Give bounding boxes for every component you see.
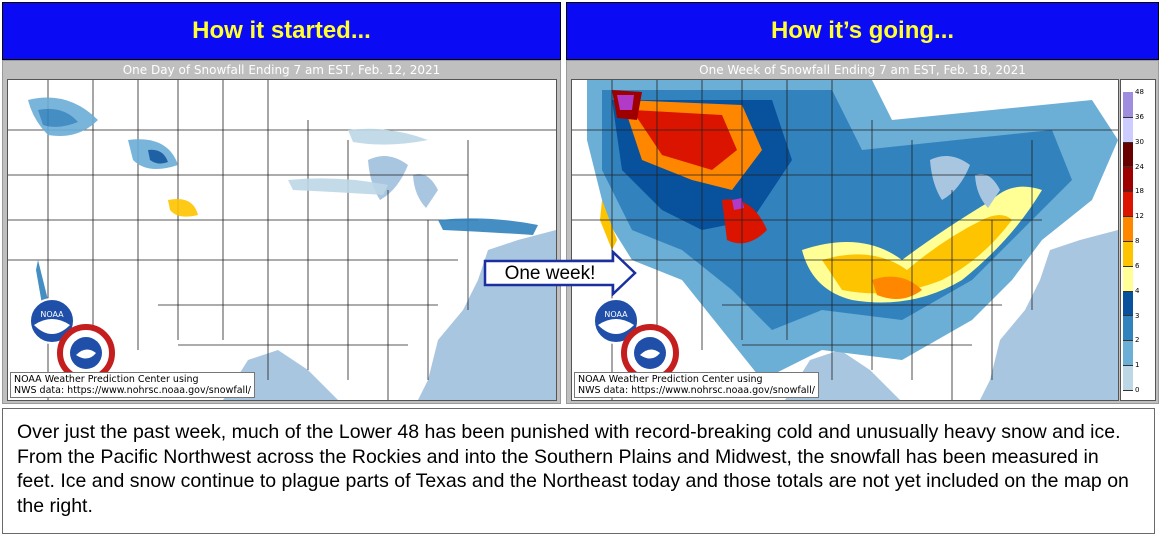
- snowfall-map-one-day: NOAA NOAA Weather Prediction Center usin…: [7, 79, 557, 401]
- colorbar-swatch: [1123, 241, 1133, 267]
- map-panel-one-day: One Day of Snowfall Ending 7 am EST, Feb…: [2, 60, 561, 404]
- colorbar-tick-label: 2: [1135, 336, 1140, 345]
- colorbar-tick-label: 1: [1135, 361, 1140, 370]
- colorbar-tick-label: 30: [1135, 137, 1144, 146]
- credit-line-2: NWS data: https://www.nohrsc.noaa.gov/sn…: [14, 385, 251, 396]
- snowfall-shading: [28, 97, 538, 310]
- colorbar-swatch: [1123, 166, 1133, 193]
- caption-text: Over just the past week, much of the Low…: [2, 408, 1155, 534]
- great-lakes: [930, 156, 1000, 208]
- colorbar-tick-label: 36: [1135, 112, 1144, 121]
- snowfall-shading: [587, 80, 1118, 380]
- colorbar-tick-label: 18: [1135, 187, 1144, 196]
- map-title-right: One Week of Snowfall Ending 7 am EST, Fe…: [699, 63, 1026, 77]
- colorbar-tick-label: 0: [1135, 386, 1140, 394]
- map-title-left: One Day of Snowfall Ending 7 am EST, Feb…: [122, 63, 441, 77]
- right-arrow-icon: [483, 249, 637, 297]
- noaa-nws-logos: NOAA: [29, 298, 115, 382]
- colorbar-swatch: [1123, 141, 1133, 168]
- credit-line-1: NOAA Weather Prediction Center using: [14, 374, 199, 385]
- colorbar-tick-label: 4: [1135, 286, 1140, 295]
- state-borders: [572, 80, 1118, 400]
- colorbar-tick-label: 24: [1135, 162, 1144, 171]
- header-how-its-going: How it’s going...: [566, 2, 1159, 60]
- colorbar-swatch: [1123, 340, 1133, 367]
- us-map-right-svg: [572, 80, 1118, 400]
- colorbar-tick-label: 48: [1135, 88, 1144, 96]
- data-credit-right: NOAA Weather Prediction Center using NWS…: [574, 372, 819, 398]
- colorbar-tick-label: 3: [1135, 311, 1140, 320]
- colorbar-swatch: [1123, 365, 1133, 391]
- map-panel-one-week: One Week of Snowfall Ending 7 am EST, Fe…: [566, 60, 1159, 404]
- colorbar-swatch: [1123, 265, 1133, 292]
- header-right-text: How it’s going...: [770, 17, 955, 44]
- data-credit-left: NOAA Weather Prediction Center using NWS…: [10, 372, 255, 398]
- colorbar-swatch: [1123, 92, 1133, 118]
- colorbar-tick-label: 8: [1135, 237, 1140, 245]
- colorbar-swatch: [1123, 191, 1133, 218]
- noaa-nws-logos: NOAA: [593, 298, 679, 382]
- header-left-text: How it started...: [192, 17, 371, 44]
- colorbar-tick-label: 6: [1135, 261, 1140, 270]
- colorbar-swatch: [1123, 116, 1133, 143]
- noaa-logo-text: NOAA: [40, 310, 64, 319]
- colorbar-swatch: [1123, 290, 1133, 317]
- credit-line-1: NOAA Weather Prediction Center using: [578, 374, 763, 385]
- credit-line-2: NWS data: https://www.nohrsc.noaa.gov/sn…: [578, 385, 815, 396]
- snowfall-map-one-week: NOAA NOAA Weather Prediction Center usin…: [571, 79, 1119, 401]
- colorbar-swatch: [1123, 315, 1133, 342]
- great-lakes: [368, 156, 438, 208]
- header-how-it-started: How it started...: [2, 2, 561, 60]
- one-week-arrow-callout: One week!: [483, 249, 638, 297]
- noaa-logo-text: NOAA: [604, 310, 628, 319]
- colorbar-tick-label: 12: [1135, 212, 1144, 221]
- us-map-left-svg: [8, 80, 556, 400]
- arrow-label: One week!: [504, 263, 596, 284]
- snowfall-colorbar-legend: 0 1 2 3 4 6 8 12 18 24 30 36 48: [1120, 79, 1156, 401]
- colorbar-swatch: [1123, 216, 1133, 242]
